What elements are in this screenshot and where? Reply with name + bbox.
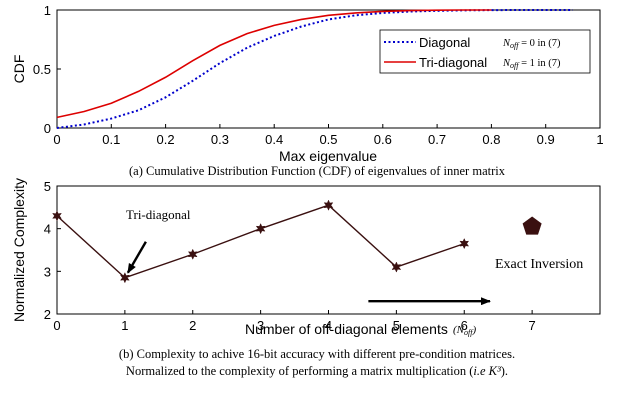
cdf-x-tick-label: 0.3 [211,132,229,147]
complexity-series [56,204,465,279]
complexity-point-star [52,210,62,222]
annotation-tri-diagonal-arrow [126,241,147,274]
complexity-x-tick-label: 5 [393,318,400,333]
complexity-x-tick-label: 3 [257,318,264,333]
cdf-x-tick-label: 0.9 [537,132,555,147]
complexity-point-star [391,261,402,273]
complexity-x-tick-label: 6 [461,318,468,333]
complexity-point-star [187,248,198,260]
complexity-x-axis-label: Number of off-diagonal elements [245,321,448,337]
complexity-line [396,242,465,268]
complexity-x-tick-label: 1 [121,318,128,333]
cdf-legend: Diagonal Noff = 0 in (7) Tri-diagonal No… [379,29,591,74]
complexity-chart: 0 1 2 3 4 5 6 7 2 3 4 5 Tri-diagonal Exact Inversi… [11,178,601,378]
complexity-y-tick-label: 4 [44,222,51,237]
cdf-y-tick-label: 0.5 [33,62,51,77]
annotation-exact-inversion: Exact Inversion [495,257,583,272]
complexity-y-axis-label: Normalized Complexity [11,178,27,322]
cdf-y-tick-label: 1 [44,3,51,18]
legend-note-tridiagonal: Noff = 1 in (7) [502,58,561,70]
cdf-x-tick-label: 0.4 [265,132,283,147]
cdf-x-tick-label: 0.5 [319,132,337,147]
complexity-y-tick-label: 2 [44,307,51,322]
legend-box [379,29,591,74]
complexity-line [56,204,397,279]
complexity-x-tick-label: 2 [189,318,196,333]
legend-note-diagonal: Noff = 0 in (7) [502,38,561,50]
cdf-x-tick-label: 0.2 [157,132,175,147]
cdf-x-tick-label: 0 [53,132,60,147]
complexity-y-tick-label: 3 [44,264,51,279]
complexity-x-ticks: 0 1 2 3 4 5 6 7 [53,310,536,333]
cdf-x-tick-label: 0.6 [374,132,392,147]
cdf-x-ticks: 0 0.1 0.2 0.3 0.4 0.5 0.6 0.7 0.8 0.9 1 [53,124,604,147]
cdf-caption: (a) Cumulative Distribution Function (CD… [129,164,506,178]
cdf-x-tick-label: 1 [596,132,603,147]
complexity-y-ticks: 2 3 4 5 [44,179,61,322]
complexity-y-tick-label: 5 [44,179,51,194]
cdf-x-tick-label: 0.7 [428,132,446,147]
cdf-x-tick-label: 0.8 [482,132,500,147]
cdf-chart: 0 0.1 0.2 0.3 0.4 0.5 0.6 0.7 0.8 0.9 1 0 0.5 1 Max … [11,3,604,178]
complexity-x-tick-label: 7 [529,318,536,333]
annotation-tri-diagonal: Tri-diagonal [126,207,191,222]
series-line-tridiagonal [56,9,492,119]
complexity-x-tick-label: 4 [325,318,332,333]
complexity-point-star [255,223,266,235]
complexity-caption-line1: (b) Complexity to achive 16-bit accuracy… [119,347,515,361]
cdf-y-axis-label: CDF [11,55,27,84]
complexity-markers [52,199,542,284]
complexity-point-star [120,272,130,284]
complexity-point-star [459,237,470,250]
cdf-x-tick-label: 0.1 [102,132,120,147]
complexity-x-axis-note: (Noff) [453,324,476,337]
cdf-x-axis-label: Max eigenvalue [279,148,377,164]
complexity-caption-line2: Normalized to the complexity of performi… [126,364,508,378]
exact-inversion-point [522,216,542,235]
cdf-series [56,9,573,129]
cdf-y-tick-label: 0 [44,121,51,136]
legend-label-tridiagonal: Tri-diagonal [419,55,487,70]
complexity-x-tick-label: 0 [53,318,60,333]
complexity-point-star [323,199,334,211]
legend-label-diagonal: Diagonal [419,35,470,50]
